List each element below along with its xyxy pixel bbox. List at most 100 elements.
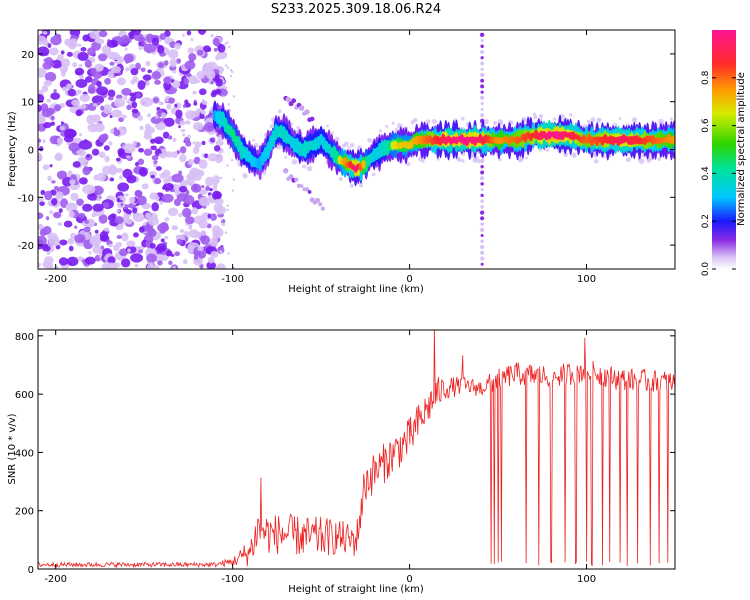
noise-blob [138,249,143,254]
noise-blob [81,103,87,110]
noise-blob [67,170,73,176]
ridge-halo [371,172,376,177]
noise-blob [178,170,183,175]
noise-blob [51,180,56,184]
noise-blob [193,101,198,106]
noise-blob [222,80,225,83]
noise-blob [67,237,75,245]
branch-blob [299,184,304,188]
noise-blob [221,222,226,227]
noise-blob [133,232,139,238]
noise-blob [221,83,226,90]
noise-blob [156,243,167,252]
noise-blob [53,186,59,191]
noise-blob [207,256,215,264]
noise-blob [38,104,42,113]
noise-blob [183,259,188,265]
noise-blob [159,228,166,234]
ridge-halo [291,159,298,165]
noise-blob [155,115,159,119]
noise-blob [41,85,49,93]
noise-blob [42,261,50,268]
noise-blob [224,52,227,55]
noise-blob [158,101,164,106]
noise-blob [121,114,127,119]
noise-blob [153,136,164,145]
noise-blob [46,251,51,255]
noise-blob [224,42,227,45]
noise-blob [232,178,236,181]
noise-blob [75,71,80,76]
noise-blob [231,70,234,74]
noise-blob [82,34,90,42]
noise-blob [98,214,108,224]
noise-blob [226,204,229,207]
noise-blob [168,260,173,266]
noise-blob [64,128,77,139]
noise-blob [86,218,96,228]
noise-blob [209,240,218,247]
noise-blob [137,158,145,166]
noise-blob [210,80,214,85]
noise-blob [67,203,75,209]
noise-blob [205,186,211,191]
noise-blob [159,200,164,205]
noise-blob [138,45,143,51]
noise-blob [172,69,177,74]
noise-blob [167,207,179,217]
noise-blob [182,33,185,37]
noise-blob [175,234,179,239]
noise-blob [106,39,118,48]
noise-blob [184,120,191,125]
noise-blob [214,197,224,206]
noise-blob [135,92,141,98]
streak-blob [480,256,485,261]
noise-blob [110,109,123,118]
spectrogram-ytick-label: 10 [21,98,34,109]
noise-blob [176,239,183,245]
noise-blob [199,114,205,120]
ridge-halo [498,158,502,162]
noise-blob [166,103,172,110]
snr-xtick-label: 0 [406,574,412,585]
noise-blob [72,62,78,68]
noise-blob [132,76,139,83]
noise-blob [120,43,123,47]
noise-blob [138,167,148,177]
noise-blob [107,256,116,265]
ridge-halo [546,148,550,152]
noise-blob [116,209,120,213]
ridge-halo [302,164,307,169]
noise-blob [46,98,52,103]
noise-blob [159,33,166,41]
ridge-halo [338,176,343,182]
noise-blob [38,94,45,103]
noise-blob [66,40,78,49]
noise-blob [124,193,129,197]
noise-blob [158,153,164,158]
noise-blob [82,166,91,176]
noise-blob [207,213,212,219]
noise-blob [60,121,64,125]
ridge-halo [335,136,340,141]
noise-blob [157,44,165,54]
noise-blob [192,141,196,145]
noise-blob [159,222,169,230]
streak-blob [480,188,484,192]
noise-blob [140,67,146,73]
noise-blob [38,212,44,220]
ridge-halo [436,157,440,161]
noise-blob [198,196,211,207]
streak-blob [480,56,484,60]
colorbar-tick-label: 0.4 [701,166,711,181]
noise-blob [88,83,96,94]
noise-blob [201,98,205,103]
noise-blob [127,248,131,253]
ridge-halo [277,109,282,114]
noise-blob [201,140,206,146]
noise-blob [172,80,181,89]
noise-blob [213,191,222,200]
noise-blob [116,235,122,239]
noise-blob [171,225,178,231]
noise-blob [38,235,47,245]
